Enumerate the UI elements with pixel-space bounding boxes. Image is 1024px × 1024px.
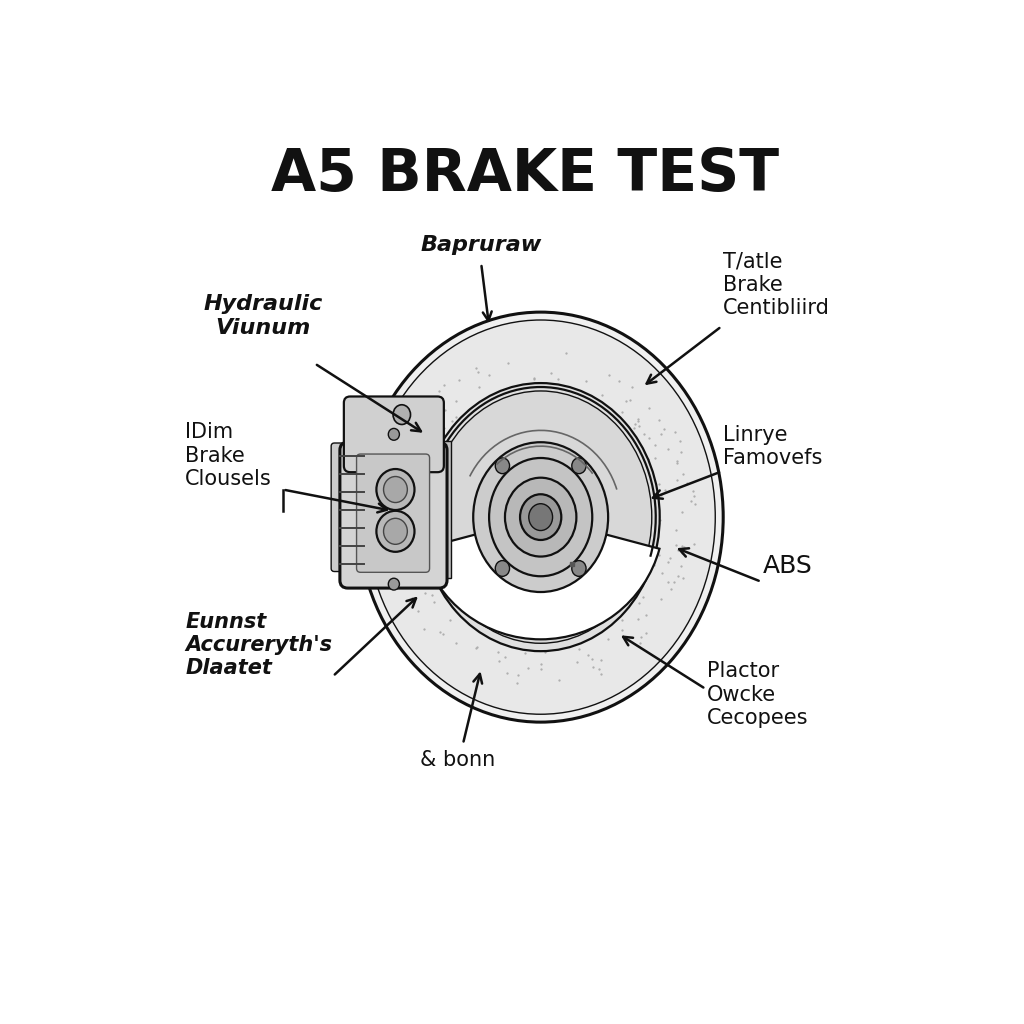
Text: Hydraulic
Viunum: Hydraulic Viunum: [203, 295, 323, 338]
Ellipse shape: [571, 458, 586, 474]
Text: A5 BRAKE TEST: A5 BRAKE TEST: [270, 145, 779, 203]
Ellipse shape: [528, 504, 553, 530]
Ellipse shape: [422, 383, 659, 651]
Ellipse shape: [388, 579, 399, 590]
Ellipse shape: [496, 560, 510, 577]
Wedge shape: [422, 517, 659, 639]
Ellipse shape: [571, 560, 586, 577]
Ellipse shape: [520, 495, 561, 540]
FancyBboxPatch shape: [331, 443, 355, 571]
Ellipse shape: [430, 391, 652, 643]
Ellipse shape: [367, 319, 715, 715]
Ellipse shape: [358, 312, 723, 722]
Text: Linrye
Famovefs: Linrye Famovefs: [723, 425, 822, 468]
Ellipse shape: [505, 477, 577, 557]
Text: Bapruraw: Bapruraw: [421, 236, 542, 255]
Ellipse shape: [473, 442, 608, 592]
FancyBboxPatch shape: [340, 442, 447, 588]
Ellipse shape: [393, 404, 411, 425]
Text: & bonn: & bonn: [420, 750, 495, 770]
Text: IDim
Brake
Clousels: IDim Brake Clousels: [185, 423, 272, 488]
FancyBboxPatch shape: [344, 396, 443, 472]
Text: ABS: ABS: [763, 554, 813, 578]
Ellipse shape: [377, 511, 415, 552]
Text: T/atle
Brake
Centibliird: T/atle Brake Centibliird: [723, 251, 830, 317]
Ellipse shape: [384, 476, 408, 503]
FancyBboxPatch shape: [356, 454, 430, 572]
FancyBboxPatch shape: [430, 440, 451, 578]
Ellipse shape: [388, 428, 399, 440]
Ellipse shape: [496, 458, 510, 474]
Ellipse shape: [384, 518, 408, 545]
Text: Plactor
Owcke
Cecopees: Plactor Owcke Cecopees: [708, 662, 809, 728]
Ellipse shape: [489, 458, 592, 577]
Text: Eunnst
Accureryth's
Dlaatet: Eunnst Accureryth's Dlaatet: [185, 611, 332, 678]
Ellipse shape: [377, 469, 415, 510]
